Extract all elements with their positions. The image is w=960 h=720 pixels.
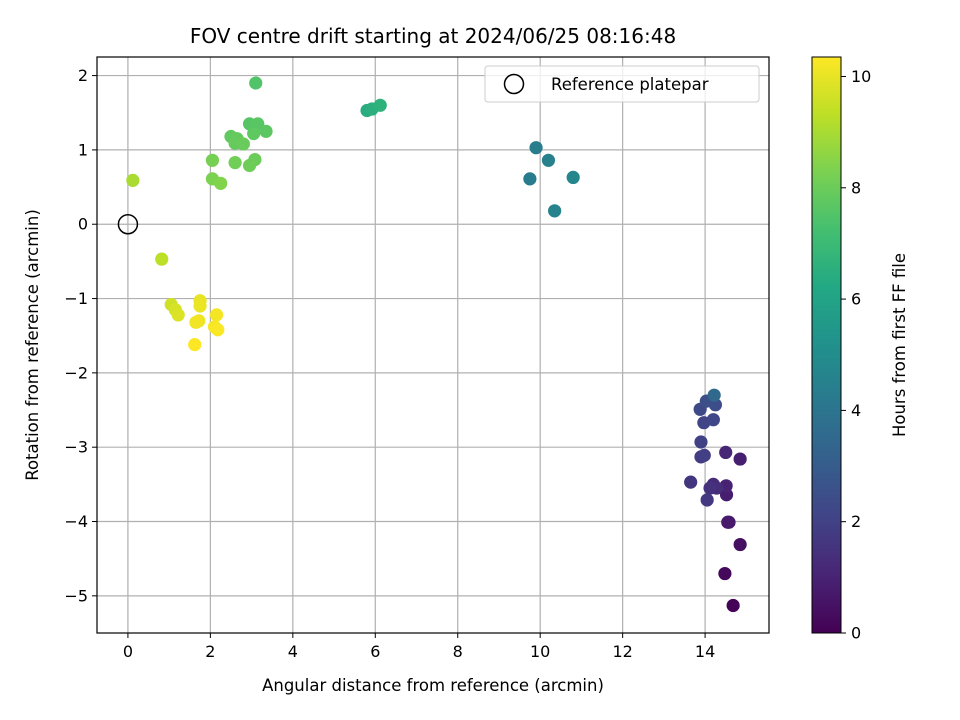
data-point: [733, 537, 747, 552]
data-point: [719, 445, 733, 459]
data-point: [706, 413, 720, 427]
x-tick-label: 10: [530, 642, 550, 661]
y-tick-label: −2: [64, 363, 88, 382]
legend-marker-reference: [503, 73, 525, 95]
data-point: [721, 515, 735, 529]
y-tick-label: −4: [64, 512, 88, 531]
data-point: [541, 153, 556, 167]
y-axis-title: Rotation from reference (arcmin): [23, 209, 42, 481]
legend: Reference platepar: [484, 65, 760, 103]
x-axis-ticks: 0 2 4 6 8 10 12 14: [123, 633, 715, 661]
reference-marker: [117, 213, 139, 235]
data-point: [718, 566, 732, 581]
data-point: [249, 76, 263, 90]
data-point: [259, 124, 273, 138]
data-point: [205, 153, 220, 167]
data-point: [171, 308, 185, 322]
x-axis-title: Angular distance from reference (arcmin): [262, 676, 604, 695]
data-point: [700, 493, 714, 507]
colorbar-tick-label: 6: [851, 290, 861, 309]
data-point: [373, 98, 387, 112]
colorbar-ticks: 0 2 4 6 8 10: [841, 67, 871, 643]
data-point: [703, 481, 717, 495]
x-tick-label: 12: [612, 642, 632, 661]
data-point: [188, 338, 202, 352]
data-point: [155, 252, 169, 266]
data-point: [523, 172, 537, 186]
grid-lines: [97, 57, 769, 633]
y-tick-label: −5: [64, 586, 88, 605]
colorbar-title: Hours from first FF file: [890, 253, 909, 437]
colorbar-tick-label: 8: [851, 178, 861, 197]
y-tick-label: 2: [78, 66, 88, 85]
data-point: [548, 204, 562, 218]
plot-area: [97, 57, 769, 633]
colorbar: 0 2 4 6 8 10 Hours from first FF file: [811, 56, 909, 643]
x-tick-label: 4: [288, 642, 298, 661]
data-point: [247, 126, 261, 141]
data-point: [566, 170, 580, 185]
data-point: [707, 388, 721, 402]
colorbar-tick-label: 10: [851, 67, 871, 86]
data-point: [126, 173, 140, 187]
x-tick-label: 14: [695, 642, 715, 661]
data-point: [733, 452, 747, 466]
x-tick-label: 0: [123, 642, 133, 661]
data-point: [228, 155, 242, 170]
chart-title: FOV centre drift starting at 2024/06/25 …: [190, 24, 676, 48]
data-point: [242, 158, 257, 173]
y-axis-ticks: 2 1 0 −1 −2 −3 −4 −5: [64, 66, 97, 605]
x-tick-label: 6: [370, 642, 380, 661]
plot-frame: [96, 56, 770, 634]
legend-label-reference: Reference platepar: [551, 75, 709, 94]
x-tick-label: 8: [453, 642, 463, 661]
data-point: [193, 299, 207, 313]
data-point: [529, 141, 543, 155]
data-point: [236, 137, 250, 151]
data-point: [189, 315, 203, 329]
data-point: [211, 323, 225, 337]
colorbar-tick-label: 2: [851, 512, 861, 531]
y-tick-label: −1: [64, 289, 88, 308]
data-point: [684, 475, 698, 489]
data-point: [694, 435, 708, 449]
legend-box: [484, 65, 760, 103]
data-point: [214, 176, 228, 190]
colorbar-gradient: [811, 56, 842, 634]
y-tick-label: 0: [78, 215, 88, 234]
data-point: [726, 598, 740, 613]
colorbar-tick-label: 0: [851, 624, 861, 643]
colorbar-tick-label: 4: [851, 401, 861, 420]
data-point: [209, 308, 224, 322]
y-tick-label: −3: [64, 438, 88, 457]
data-points: [126, 76, 747, 613]
data-point: [697, 448, 711, 462]
y-tick-label: 1: [78, 140, 88, 159]
x-tick-label: 2: [205, 642, 215, 661]
